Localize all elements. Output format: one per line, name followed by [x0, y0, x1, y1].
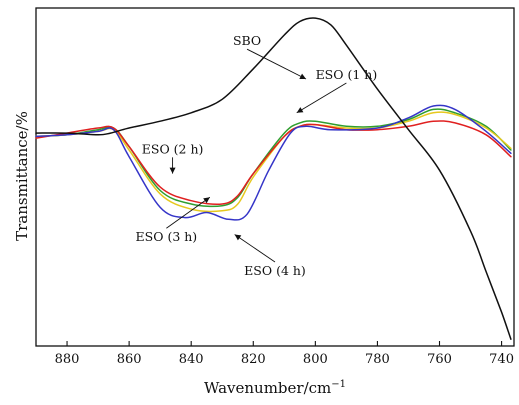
annotation-arrowhead	[296, 107, 304, 113]
x-axis-title-main: Wavenumber/cm	[204, 379, 331, 397]
y-axis-title: Transmittance/%	[13, 111, 31, 241]
annotation-arrow	[166, 196, 211, 229]
x-tick-label: 860	[117, 352, 142, 367]
annotation-label: ESO (2 h)	[142, 141, 204, 156]
annotation-label: ESO (4 h)	[244, 263, 306, 278]
x-tick-label: 760	[427, 352, 452, 367]
x-tick-label: 740	[489, 352, 514, 367]
series-line-eso-4-h	[35, 104, 512, 221]
annotation-arrowhead	[169, 167, 176, 174]
x-axis-title-superscript: −1	[331, 379, 346, 390]
annotation-arrowhead	[299, 73, 307, 79]
series-line-sbo	[35, 17, 512, 340]
annotation-label: ESO (3 h)	[136, 229, 198, 244]
annotation-arrow	[246, 48, 307, 80]
plot-frame	[35, 7, 515, 347]
annotation-arrowhead	[203, 197, 210, 204]
series-line-eso-1-h	[35, 108, 512, 208]
x-tick-label: 820	[241, 352, 266, 367]
annotation-arrowhead	[234, 234, 242, 241]
annotation-arrow	[234, 234, 276, 263]
series-layer	[35, 17, 512, 340]
x-tick-label: 780	[365, 352, 390, 367]
annotation-layer: SBO ESO (1 h) ESO (2 h) ESO (3 h) ESO (4 h)	[136, 33, 378, 278]
annotation-arrow	[296, 82, 347, 114]
series-line-eso-2-h	[35, 120, 512, 206]
x-tick-label: 800	[303, 352, 328, 367]
annotation-label: ESO (1 h)	[316, 67, 378, 82]
x-tick-label: 880	[55, 352, 80, 367]
x-axis-title: Wavenumber/cm−1	[204, 379, 346, 397]
x-tick-label: 840	[179, 352, 204, 367]
x-axis-ticks: 880 860 840 820 800 780 760 740	[55, 341, 514, 367]
annotation-label: SBO	[233, 33, 261, 48]
